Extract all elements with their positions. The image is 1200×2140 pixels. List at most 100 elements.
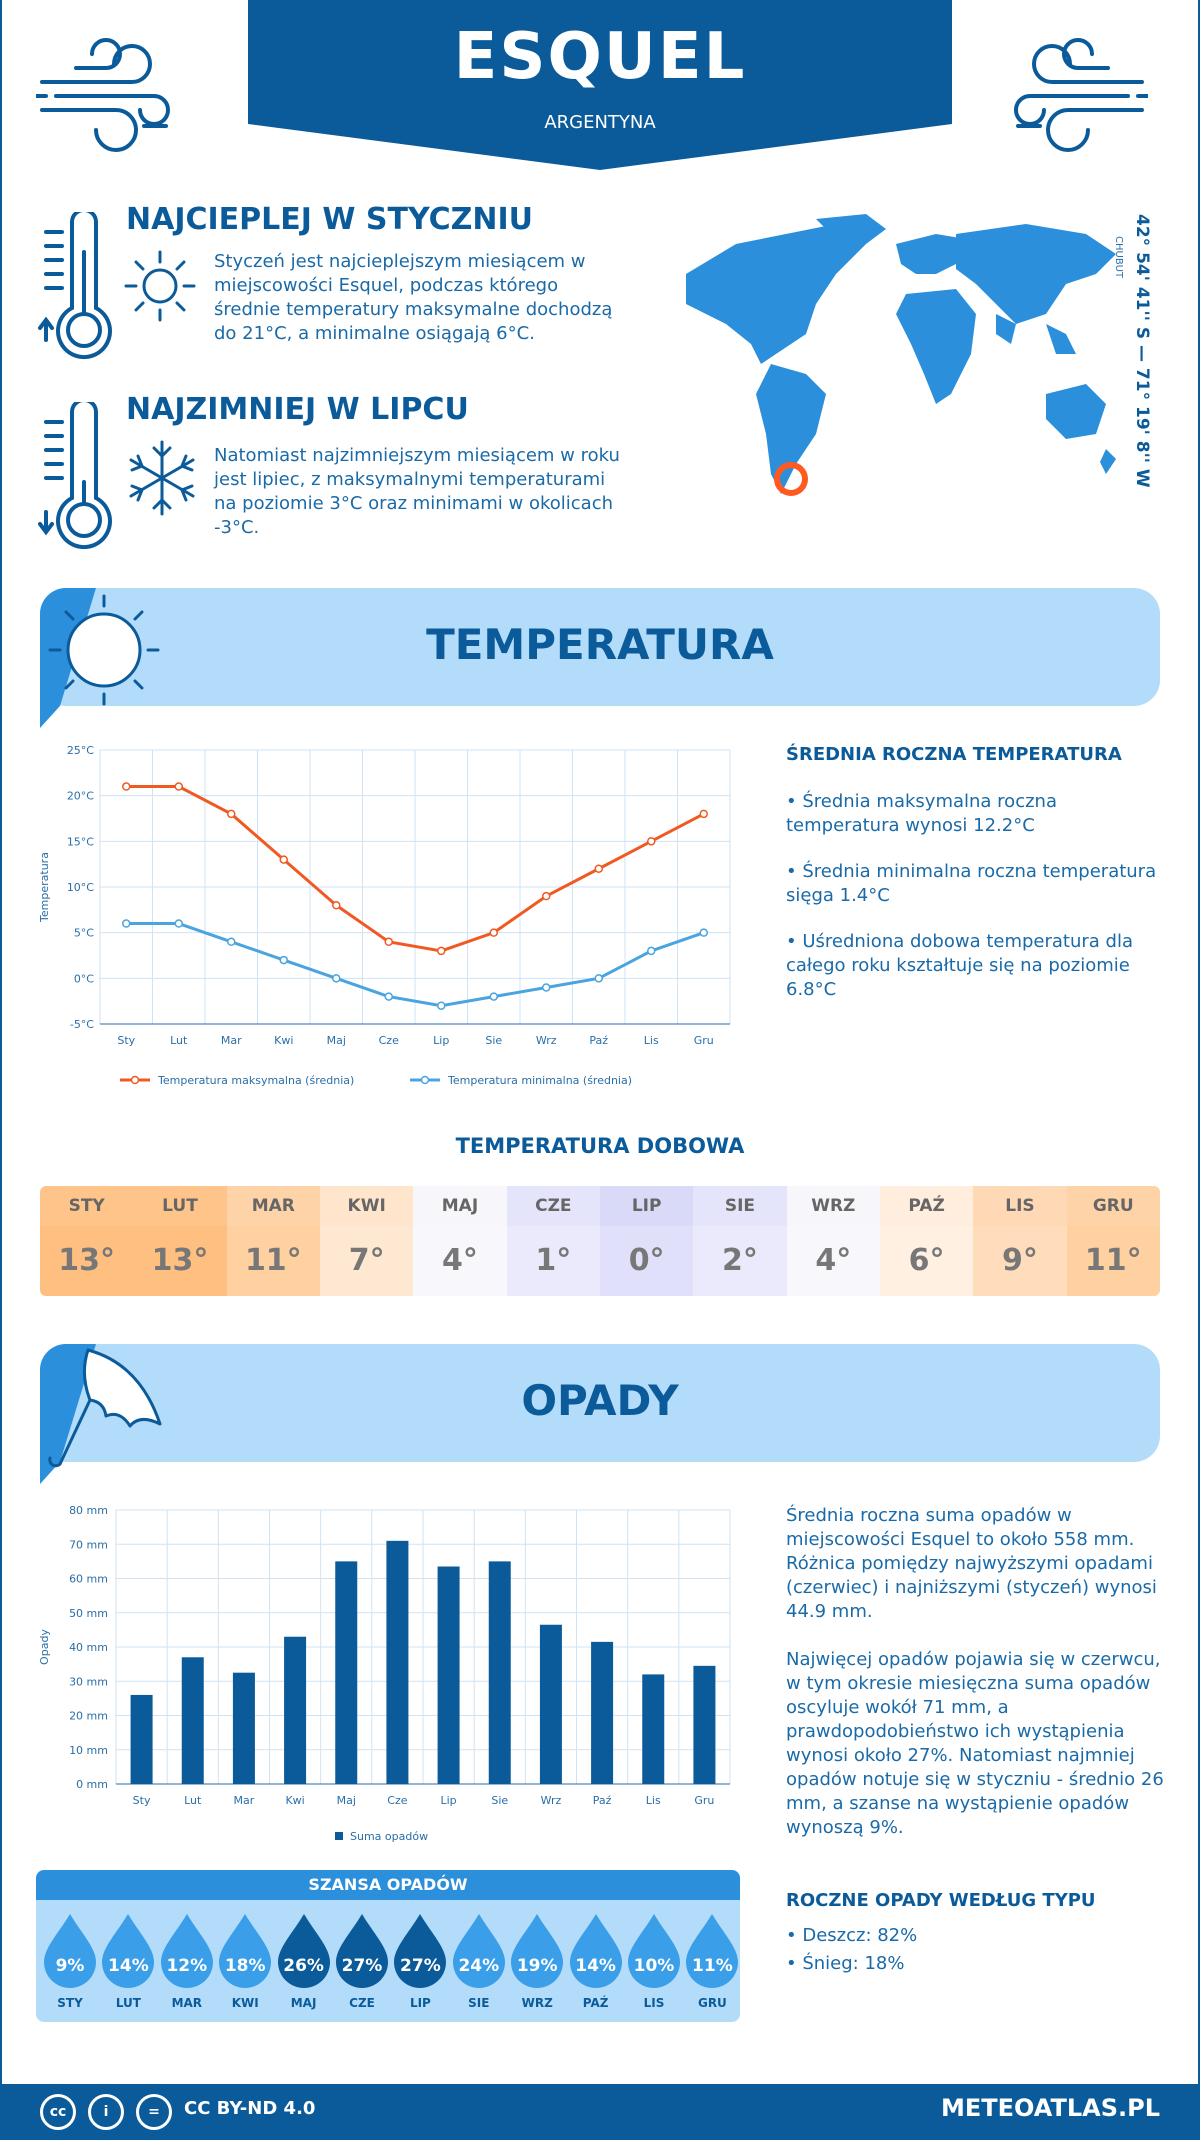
- data-point: [542, 983, 551, 992]
- thermometer-up-icon: [38, 212, 112, 359]
- y-tick-label: 30 mm: [69, 1675, 108, 1688]
- x-tick-label: Sie: [491, 1794, 508, 1807]
- chance-value: 26%: [283, 1956, 324, 1976]
- y-tick-label: 0 mm: [76, 1778, 108, 1791]
- daily-title: TEMPERATURA DOBOWA: [455, 1134, 745, 1158]
- chance-value: 18%: [224, 1956, 266, 1976]
- coords-text: 42° 54' 41'' S — 71° 19' 8'' W: [1132, 214, 1152, 488]
- x-tick-label: Gru: [694, 1794, 714, 1807]
- chance-month: KWI: [231, 1996, 259, 2010]
- legend-marker: [420, 1075, 430, 1085]
- x-tick-label: Paź: [593, 1794, 612, 1807]
- legend-label: Temperatura minimalna (średnia): [447, 1074, 632, 1087]
- y-axis-label: Opady: [38, 1629, 51, 1665]
- data-point: [594, 974, 603, 983]
- daily-cell: STY 13°: [40, 1186, 134, 1296]
- precip-type-snow: • Śnieg: 18%: [786, 1953, 905, 1974]
- data-point: [542, 891, 551, 901]
- chance-value: 10%: [633, 1956, 675, 1976]
- rain-drop-icon: [394, 1914, 447, 1988]
- chance-month: SIE: [468, 1996, 490, 2010]
- rain-drop-icon: [569, 1914, 622, 1988]
- y-tick-label: 10 mm: [69, 1744, 108, 1757]
- daily-value: 7°: [319, 1226, 414, 1296]
- chance-month: PAŹ: [582, 1996, 609, 2010]
- thermometer-down-icon: [38, 402, 112, 549]
- x-tick-label: Sty: [117, 1034, 135, 1047]
- chance-month: MAR: [171, 1996, 203, 2010]
- data-point: [332, 974, 341, 983]
- daily-month: MAR: [226, 1186, 320, 1226]
- x-tick-label: Lis: [646, 1794, 661, 1807]
- x-tick-label: Sie: [485, 1034, 502, 1047]
- data-point: [699, 809, 708, 819]
- by-icon: i: [88, 2094, 124, 2130]
- data-point: [437, 946, 446, 956]
- coldest-text: Natomiast najzimniejszym miesiącem w rok…: [214, 445, 620, 538]
- wind-icon-right: [1014, 38, 1148, 152]
- data-point: [122, 782, 131, 791]
- daily-month: MAJ: [413, 1186, 507, 1226]
- coords-block: 42° 54' 41'' S — 71° 19' 8'' W CHUBUT: [1094, 214, 1154, 488]
- rain-drop-icon: [336, 1914, 388, 1988]
- daily-month: SIE: [693, 1186, 787, 1226]
- legend-swatch: [335, 1832, 343, 1840]
- data-point: [699, 928, 708, 937]
- x-tick-label: Maj: [327, 1034, 346, 1047]
- precip-text-2: Najwięcej opadów pojawia się w czerwcu, …: [786, 1649, 1164, 1838]
- bar: [488, 1561, 511, 1784]
- daily-cell: PAŹ 6°: [879, 1186, 974, 1296]
- rain-drop-icon: [102, 1914, 155, 1988]
- daily-month: GRU: [1066, 1186, 1160, 1226]
- bar: [130, 1694, 153, 1784]
- chance-value: 9%: [55, 1956, 85, 1976]
- daily-cell: GRU 11°: [1066, 1186, 1160, 1296]
- temperature-title: TEMPERATURA: [426, 620, 774, 669]
- country-name: ARGENTYNA: [544, 112, 656, 133]
- daily-value: 11°: [226, 1226, 320, 1296]
- x-tick-label: Cze: [379, 1034, 399, 1047]
- data-point: [594, 864, 603, 873]
- data-point: [384, 937, 393, 947]
- y-tick-label: 5°C: [74, 927, 94, 940]
- y-tick-label: 70 mm: [69, 1538, 108, 1551]
- data-point: [227, 809, 236, 819]
- data-point: [332, 901, 341, 910]
- precip-title: OPADY: [521, 1376, 679, 1425]
- daily-cell: LIP 0°: [599, 1186, 694, 1296]
- data-point: [647, 837, 656, 846]
- daily-month: PAŹ: [879, 1186, 974, 1226]
- bar: [591, 1641, 614, 1784]
- data-point: [279, 955, 288, 965]
- data-point: [647, 946, 656, 956]
- x-tick-label: Lip: [440, 1794, 456, 1807]
- chance-value: 12%: [166, 1956, 208, 1976]
- bar: [437, 1566, 460, 1784]
- chance-month: LIP: [409, 1996, 431, 2010]
- world-map: [686, 214, 1116, 496]
- temperature-chart: -5°C 0°C 5°C 10°C 15°C 20°C 25°C Sty Lut Mar Kwi Ma…: [38, 744, 731, 1087]
- site-link[interactable]: METEOATLAS.PL: [940, 2094, 1160, 2122]
- cc-icon: cc: [40, 2094, 76, 2130]
- warmest-text: Styczeń jest najcieplejszym miesiącem w …: [214, 251, 613, 344]
- y-tick-label: 25°C: [67, 744, 94, 757]
- legend-label: Suma opadów: [350, 1830, 428, 1843]
- data-point: [437, 1001, 446, 1010]
- daily-value: 13°: [133, 1226, 227, 1296]
- warmest-title: NAJCIEPLEJ W STYCZNIU: [126, 202, 534, 237]
- coldest-title: NAJZIMNIEJ W LIPCU: [126, 392, 469, 427]
- precip-band: [40, 1344, 1160, 1462]
- chance-month: CZE: [349, 1996, 375, 2010]
- chance-month: LUT: [115, 1996, 141, 2010]
- daily-month: LIS: [973, 1186, 1067, 1226]
- license-text: CC BY-ND 4.0: [184, 2098, 316, 2119]
- bar: [284, 1636, 307, 1784]
- rain-drop-icon: [160, 1914, 213, 1988]
- snowflake-icon: [129, 440, 195, 516]
- daily-cell: MAJ 4°: [413, 1186, 507, 1296]
- x-tick-label: Lis: [644, 1034, 659, 1047]
- y-tick-label: 20 mm: [69, 1710, 108, 1723]
- rain-drop-icon: [686, 1914, 739, 1988]
- chance-month: WRZ: [521, 1996, 553, 2010]
- daily-value: 11°: [1066, 1226, 1160, 1296]
